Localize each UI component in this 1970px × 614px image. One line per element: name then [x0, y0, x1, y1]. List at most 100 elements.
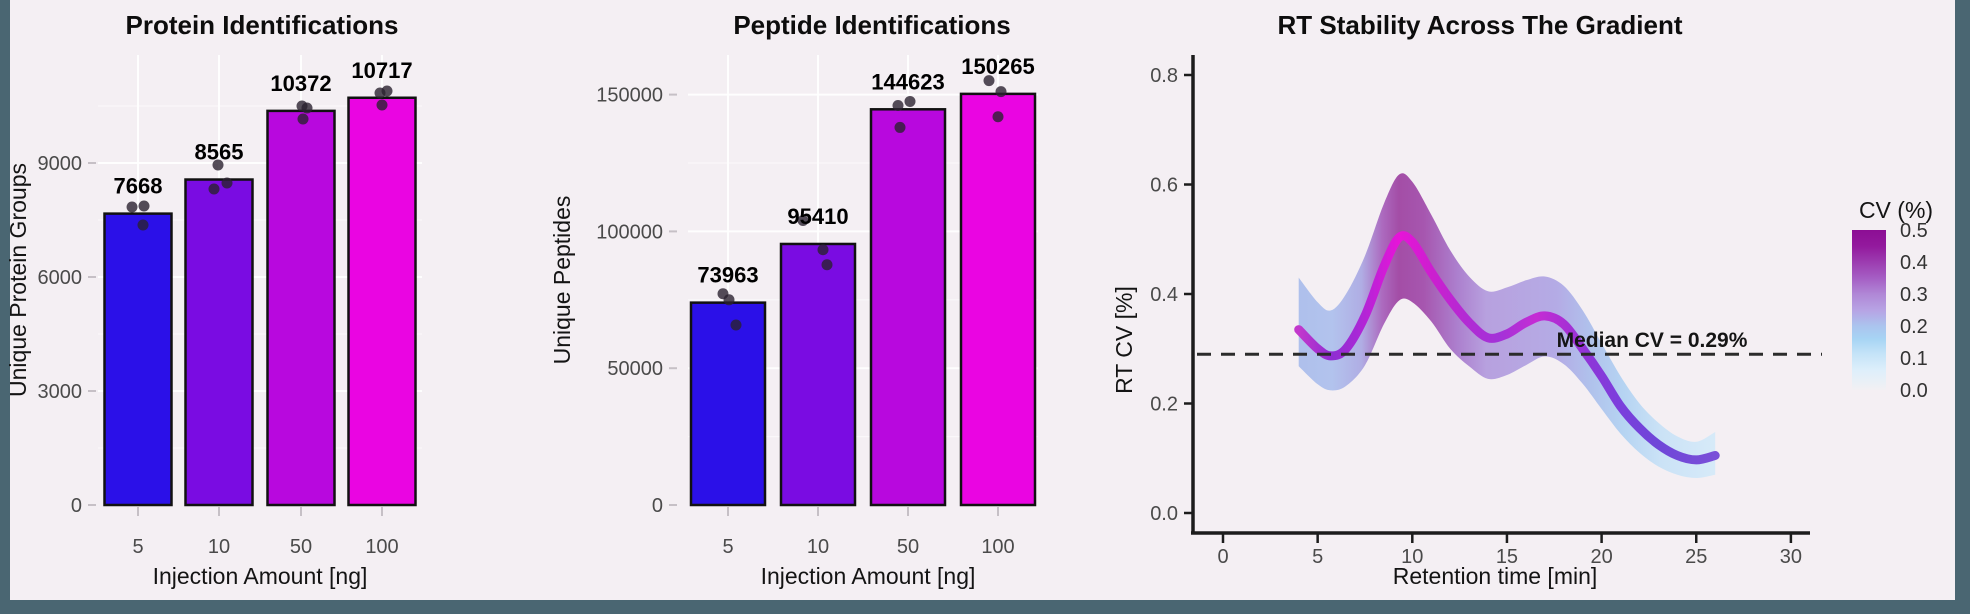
colorbar-label: 0.1 — [1900, 348, 1928, 370]
y-tick-label: 3000 — [38, 381, 83, 403]
median-cv-annotation: Median CV = 0.29% — [1557, 329, 1748, 352]
y-tick-label: 100000 — [596, 221, 663, 243]
x-axis-title: Retention time [min] — [1393, 563, 1598, 589]
y-axis-title: Unique Protein Groups — [5, 163, 31, 397]
replicate-dot — [297, 113, 309, 125]
y-tick-label: 0.8 — [1150, 65, 1178, 87]
bar-value-labels: 73963 95410 144623 150265 — [697, 54, 1034, 288]
bar-series — [689, 92, 1037, 507]
bar-value-label: 73963 — [697, 263, 758, 288]
rt-cv-curve — [1294, 231, 1720, 465]
x-tick-label: 5 — [132, 536, 143, 558]
bar-100ng — [347, 96, 417, 507]
chart-title: RT Stability Across The Gradient — [1277, 10, 1682, 40]
x-tick-label: 0 — [1217, 546, 1228, 568]
chart-title: Peptide Identifications — [733, 10, 1010, 40]
replicate-dot — [376, 99, 388, 111]
x-tick-label: 5 — [722, 536, 733, 558]
y-axis-title: RT CV [%] — [1111, 286, 1137, 394]
replicate-dot — [797, 214, 809, 226]
bar-series — [103, 96, 417, 507]
rt-stability-chart: Median CV = 0.29% 0 5 10 15 20 25 300.00.20.40… — [1111, 10, 1933, 589]
frame-edge-left — [0, 0, 10, 614]
y-tick-label: 0.0 — [1150, 503, 1178, 525]
replicate-dot — [381, 85, 393, 97]
chart-title: Protein Identifications — [125, 10, 398, 40]
bar-5ng — [689, 301, 767, 507]
legend-title: CV (%) — [1859, 197, 1933, 223]
replicate-dot — [995, 86, 1007, 98]
bar-value-label: 8565 — [195, 140, 244, 165]
bar-value-label: 7668 — [114, 174, 163, 199]
replicate-points — [126, 85, 393, 231]
colorbar-gradient — [1852, 230, 1886, 390]
x-tick-label: 20 — [1590, 546, 1612, 568]
colorbar-label: 0.0 — [1900, 380, 1928, 402]
y-tick-label: 0.4 — [1150, 284, 1178, 306]
replicate-dot — [730, 319, 742, 331]
replicate-dot — [821, 259, 833, 271]
y-tick-label: 9000 — [38, 153, 83, 175]
replicate-dot — [138, 200, 150, 212]
x-tick-label: 100 — [981, 536, 1014, 558]
replicate-dot — [212, 159, 224, 171]
replicate-dot — [892, 100, 904, 112]
bar-50ng — [266, 109, 336, 507]
frame-edge-bottom — [0, 600, 1970, 614]
x-tick-label: 100 — [365, 536, 398, 558]
replicate-dot — [208, 183, 220, 195]
bar-value-labels: 7668 8565 10372 10717 — [114, 58, 413, 199]
replicate-dot — [817, 244, 829, 256]
colorbar-label: 0.2 — [1900, 316, 1928, 338]
y-tick-label: 0.6 — [1150, 175, 1178, 197]
replicate-dot — [904, 95, 916, 107]
colorbar-label: 0.3 — [1900, 284, 1928, 306]
x-tick-label: 25 — [1685, 546, 1707, 568]
y-tick-label: 150000 — [596, 85, 663, 107]
replicate-points — [717, 75, 1007, 331]
axis-ticks: 0 3000 6000 9000 5 10 50 100 — [38, 153, 399, 558]
bar-value-label: 10372 — [270, 71, 331, 96]
axis-ticks: 0 5 10 15 20 25 30 0.0 0.2 0.4 0.6 0.8 — [1150, 65, 1802, 568]
bar-10ng — [184, 178, 254, 507]
frame-edge-right — [1955, 0, 1970, 614]
replicate-dot — [992, 111, 1004, 123]
x-tick-label: 50 — [290, 536, 312, 558]
x-tick-label: 10 — [807, 536, 829, 558]
bar-value-label: 10717 — [351, 58, 412, 83]
bar-value-label: 95410 — [787, 204, 848, 229]
replicate-dot — [137, 219, 149, 231]
x-tick-label: 15 — [1496, 546, 1518, 568]
y-tick-label: 0 — [652, 495, 663, 517]
bar-10ng — [779, 242, 857, 507]
y-tick-label: 6000 — [38, 267, 83, 289]
bar-value-label: 144623 — [871, 69, 944, 94]
bar-value-label: 150265 — [961, 54, 1034, 79]
bar-50ng — [869, 108, 947, 507]
x-tick-label: 30 — [1780, 546, 1802, 568]
replicate-dot — [983, 75, 995, 87]
x-tick-label: 5 — [1312, 546, 1323, 568]
replicate-dot — [894, 121, 906, 133]
cv-colorbar-legend: CV (%) 0.5 0.4 0.3 0.2 0.1 0.0 — [1852, 197, 1933, 402]
y-tick-label: 50000 — [607, 358, 663, 380]
colorbar-label: 0.4 — [1900, 252, 1928, 274]
y-tick-label: 0.2 — [1150, 394, 1178, 416]
replicate-dot — [221, 177, 233, 189]
colorbar-labels: 0.5 0.4 0.3 0.2 0.1 0.0 — [1900, 220, 1928, 402]
y-axis-title: Unique Peptides — [549, 196, 575, 365]
y-tick-label: 0 — [71, 495, 82, 517]
axis-ticks: 0 50000 100000 150000 5 10 50 100 — [596, 85, 1014, 558]
peptide-identifications-chart: 0 50000 100000 150000 5 10 50 100 73963 95410 144… — [549, 10, 1038, 589]
bar-5ng — [103, 212, 173, 507]
x-tick-label: 10 — [208, 536, 230, 558]
replicate-dot — [723, 294, 735, 306]
replicate-dot — [301, 102, 313, 114]
x-axis-title: Injection Amount [ng] — [153, 563, 368, 589]
x-axis-title: Injection Amount [ng] — [761, 563, 976, 589]
bar-100ng — [959, 92, 1037, 507]
colorbar-label: 0.5 — [1900, 220, 1928, 242]
x-tick-label: 10 — [1401, 546, 1423, 568]
